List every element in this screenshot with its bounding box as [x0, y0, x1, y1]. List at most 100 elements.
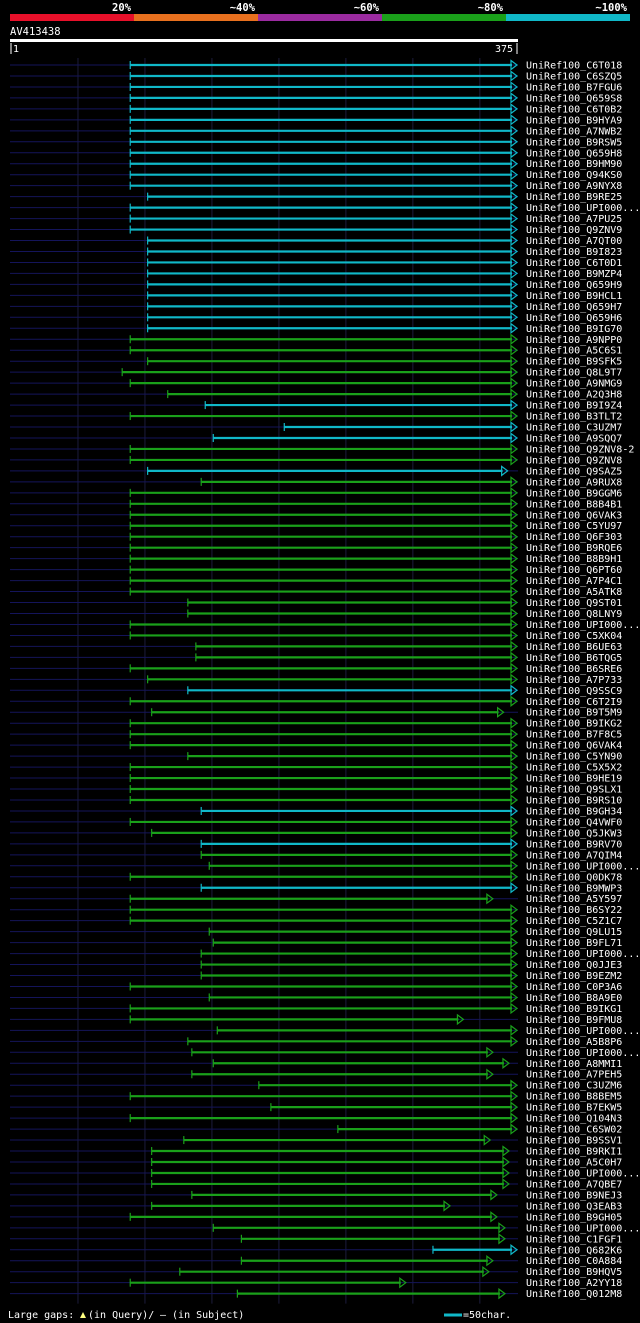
hit-label[interactable]: UniRef100_B9HE19: [526, 774, 622, 785]
hit-label[interactable]: UniRef100_Q0JJE3: [526, 960, 622, 971]
hit-label[interactable]: UniRef100_Q659H8: [526, 148, 622, 159]
hit-row[interactable]: UniRef100_B9I9Z4: [10, 399, 622, 412]
hit-row[interactable]: UniRef100_UPI000...: [10, 1024, 640, 1037]
hit-label[interactable]: UniRef100_A8MMI1: [526, 1059, 622, 1070]
hit-label[interactable]: UniRef100_B9MWP3: [526, 883, 622, 894]
hit-label[interactable]: UniRef100_B9RV70: [526, 839, 622, 850]
hit-row[interactable]: UniRef100_Q4VWF0: [10, 816, 622, 828]
hit-label[interactable]: UniRef100_A9SQQ7: [526, 433, 622, 444]
hit-label[interactable]: UniRef100_B7EKW5: [526, 1103, 622, 1114]
hit-label[interactable]: UniRef100_C3UZM7: [526, 423, 622, 434]
hit-label[interactable]: UniRef100_B9MZP4: [526, 269, 622, 280]
hit-label[interactable]: UniRef100_B9GGM6: [526, 488, 622, 499]
hit-row[interactable]: UniRef100_B8B9H1: [10, 552, 622, 565]
hit-row[interactable]: UniRef100_A9RUX8: [10, 476, 622, 488]
hit-row[interactable]: UniRef100_A7PU25: [10, 212, 622, 225]
hit-label[interactable]: UniRef100_C1FGF1: [526, 1234, 622, 1245]
hit-row[interactable]: UniRef100_A7NWB2: [10, 125, 622, 137]
hit-row[interactable]: UniRef100_A7P4C1: [10, 574, 622, 587]
hit-row[interactable]: UniRef100_B9IG70: [10, 322, 622, 335]
hit-label[interactable]: UniRef100_B8B4B1: [526, 499, 622, 510]
hit-row[interactable]: UniRef100_Q9SSC9: [10, 684, 622, 697]
hit-label[interactable]: UniRef100_C6T0D1: [526, 258, 622, 269]
hit-row[interactable]: UniRef100_B9EZM2: [10, 969, 622, 982]
hit-label[interactable]: UniRef100_C5YU97: [526, 521, 622, 532]
hit-row[interactable]: UniRef100_C0A884: [10, 1255, 622, 1267]
hit-label[interactable]: UniRef100_A7QBE7: [526, 1179, 622, 1190]
hit-row[interactable]: UniRef100_C6SZQ5: [10, 70, 622, 82]
hit-label[interactable]: UniRef100_UPI000...: [526, 949, 640, 960]
hit-row[interactable]: UniRef100_Q6F303: [10, 531, 622, 543]
hit-label[interactable]: UniRef100_B9IKG2: [526, 719, 622, 730]
hit-row[interactable]: UniRef100_Q9ZNV9: [10, 223, 622, 236]
hit-label[interactable]: UniRef100_UPI000...: [526, 1026, 640, 1037]
hit-label[interactable]: UniRef100_B9T5M9: [526, 708, 622, 719]
hit-label[interactable]: UniRef100_B7F8C5: [526, 730, 622, 741]
hit-label[interactable]: UniRef100_Q659S8: [526, 93, 622, 104]
hit-row[interactable]: UniRef100_C6SW02: [10, 1123, 622, 1136]
hit-row[interactable]: UniRef100_B6UE63: [10, 640, 622, 653]
hit-label[interactable]: UniRef100_A7QIM4: [526, 850, 622, 861]
hit-row[interactable]: UniRef100_B9GGM6: [10, 487, 622, 499]
hit-label[interactable]: UniRef100_Q104N3: [526, 1114, 622, 1125]
hit-row[interactable]: UniRef100_B7FGU6: [10, 81, 622, 93]
hit-row[interactable]: UniRef100_A7QBE7: [10, 1178, 622, 1190]
hit-row[interactable]: UniRef100_B9HCL1: [10, 289, 622, 302]
hit-row[interactable]: UniRef100_A2YY18: [10, 1276, 622, 1289]
hit-label[interactable]: UniRef100_A2Q3H8: [526, 390, 622, 401]
hit-label[interactable]: UniRef100_B9GH05: [526, 1212, 622, 1223]
hit-row[interactable]: UniRef100_B9GH34: [10, 805, 622, 817]
hit-row[interactable]: UniRef100_A5C0H7: [10, 1156, 622, 1169]
hit-row[interactable]: UniRef100_B6SY22: [10, 903, 622, 916]
hit-label[interactable]: UniRef100_UPI000...: [526, 1223, 640, 1234]
hit-row[interactable]: UniRef100_B9SSV1: [10, 1134, 622, 1147]
hit-label[interactable]: UniRef100_UPI000...: [526, 203, 640, 214]
hit-row[interactable]: UniRef100_B8B4B1: [10, 498, 622, 510]
hit-row[interactable]: UniRef100_A8MMI1: [10, 1057, 622, 1070]
hit-row[interactable]: UniRef100_A7QT00: [10, 234, 622, 247]
hit-row[interactable]: UniRef100_B8A9E0: [10, 991, 622, 1004]
hit-label[interactable]: UniRef100_Q8LNY9: [526, 609, 622, 620]
hit-row[interactable]: UniRef100_C3UZM7: [10, 421, 622, 434]
hit-row[interactable]: UniRef100_C3UZM6: [10, 1079, 622, 1092]
hit-row[interactable]: UniRef100_B9RE25: [10, 190, 622, 203]
hit-label[interactable]: UniRef100_C0A884: [526, 1256, 622, 1267]
hit-label[interactable]: UniRef100_A5B8P6: [526, 1037, 622, 1048]
hit-label[interactable]: UniRef100_B9RE25: [526, 192, 622, 203]
hit-label[interactable]: UniRef100_Q9SAZ5: [526, 466, 622, 477]
hit-row[interactable]: UniRef100_C6T018: [10, 59, 622, 72]
hit-label[interactable]: UniRef100_B8BEM5: [526, 1092, 622, 1103]
hit-row[interactable]: UniRef100_B8BEM5: [10, 1090, 622, 1103]
hit-label[interactable]: UniRef100_C6SZQ5: [526, 71, 622, 82]
hit-row[interactable]: UniRef100_A9NPP0: [10, 333, 622, 346]
hit-row[interactable]: UniRef100_B9GH05: [10, 1211, 622, 1223]
hit-row[interactable]: UniRef100_Q6VAK4: [10, 739, 622, 752]
hit-row[interactable]: UniRef100_UPI000...: [10, 1222, 640, 1234]
hit-label[interactable]: UniRef100_Q9ST01: [526, 598, 622, 609]
hit-row[interactable]: UniRef100_C6T0D1: [10, 256, 622, 269]
hit-row[interactable]: UniRef100_B9I823: [10, 245, 622, 258]
hit-label[interactable]: UniRef100_B9HQV5: [526, 1267, 622, 1278]
hit-label[interactable]: UniRef100_Q9SSC9: [526, 686, 622, 697]
hit-label[interactable]: UniRef100_B9FMU8: [526, 1015, 622, 1026]
hit-label[interactable]: UniRef100_B9HCL1: [526, 291, 622, 302]
hit-label[interactable]: UniRef100_B7FGU6: [526, 82, 622, 93]
hit-label[interactable]: UniRef100_C5Z1C7: [526, 916, 622, 927]
hit-label[interactable]: UniRef100_C5XK04: [526, 631, 622, 642]
hit-label[interactable]: UniRef100_C5X5X2: [526, 763, 622, 774]
hit-row[interactable]: UniRef100_Q9ST01: [10, 596, 622, 609]
hit-row[interactable]: UniRef100_B9HQV5: [10, 1266, 622, 1278]
hit-row[interactable]: UniRef100_UPI000...: [10, 201, 640, 214]
hit-label[interactable]: UniRef100_Q682K6: [526, 1245, 622, 1256]
hit-label[interactable]: UniRef100_A9RUX8: [526, 477, 622, 488]
hit-label[interactable]: UniRef100_C6SW02: [526, 1125, 622, 1136]
hit-label[interactable]: UniRef100_B9HM90: [526, 159, 622, 170]
hit-label[interactable]: UniRef100_B9SFK5: [526, 357, 622, 368]
hit-label[interactable]: UniRef100_B9NEJ3: [526, 1190, 622, 1201]
hit-label[interactable]: UniRef100_A5ATK8: [526, 587, 622, 598]
hit-row[interactable]: UniRef100_C5X5X2: [10, 761, 622, 774]
hit-label[interactable]: UniRef100_C6T0B2: [526, 104, 622, 115]
hit-row[interactable]: UniRef100_B9HE19: [10, 772, 622, 785]
hit-row[interactable]: UniRef100_A5Y597: [10, 893, 622, 905]
hit-label[interactable]: UniRef100_A7PEH5: [526, 1070, 622, 1081]
